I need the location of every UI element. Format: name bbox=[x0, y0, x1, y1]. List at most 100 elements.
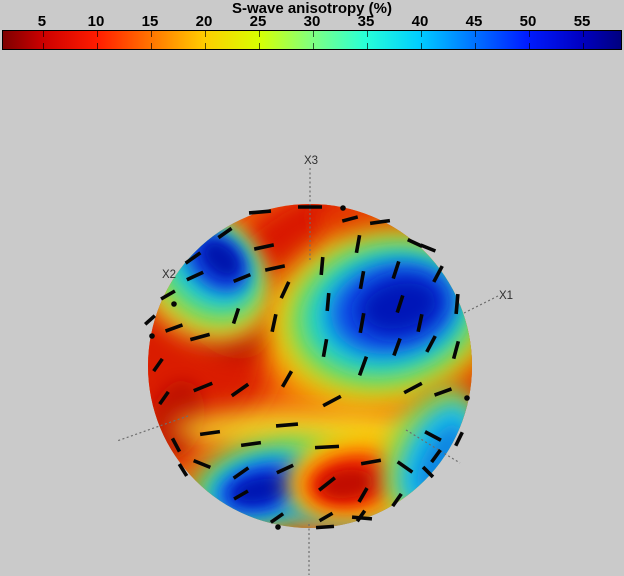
colorbar-tick-mark bbox=[313, 31, 314, 37]
colorbar-tick-mark bbox=[96, 31, 98, 37]
fast-direction-tick bbox=[416, 313, 424, 333]
fast-direction-tick bbox=[152, 357, 164, 373]
fast-direction-tick bbox=[279, 281, 291, 299]
fast-direction-tick bbox=[433, 387, 453, 397]
colorbar-tick-mark bbox=[96, 43, 98, 49]
measurement-dot bbox=[464, 395, 470, 401]
fast-direction-tick bbox=[318, 476, 336, 492]
fast-direction-tick bbox=[186, 270, 204, 282]
fast-direction-tick bbox=[164, 323, 184, 333]
fast-direction-tick bbox=[454, 431, 464, 447]
fast-direction-tick bbox=[193, 381, 213, 393]
colorbar-tick-label: 55 bbox=[573, 13, 591, 30]
fast-direction-tick bbox=[358, 270, 366, 290]
fast-direction-tick bbox=[143, 314, 157, 326]
colorbar-tick-mark bbox=[475, 43, 477, 49]
colorbar-tick-label: 35 bbox=[357, 13, 375, 30]
fast-direction-tick bbox=[396, 460, 414, 474]
fast-direction-tick bbox=[325, 292, 331, 312]
fast-direction-tick bbox=[351, 515, 373, 521]
fast-direction-tick bbox=[425, 335, 437, 353]
fast-direction-tick bbox=[232, 466, 250, 480]
fast-direction-tick bbox=[240, 440, 262, 448]
colorbar-tick-mark bbox=[258, 31, 260, 37]
measurement-dot bbox=[149, 333, 155, 339]
fast-direction-tick bbox=[231, 307, 241, 325]
colorbar-tick-mark bbox=[421, 31, 422, 37]
colorbar-tick-mark bbox=[529, 43, 531, 49]
fast-direction-tick bbox=[395, 294, 405, 314]
fast-direction-tick bbox=[321, 338, 329, 358]
colorbar-tick-label: 20 bbox=[195, 13, 213, 30]
colorbar-tick-label: 10 bbox=[87, 13, 105, 30]
colorbar-tick-label: 30 bbox=[303, 13, 321, 30]
colorbar-tick-mark bbox=[529, 31, 531, 37]
colorbar-tick-mark bbox=[150, 43, 152, 49]
colorbar-tick-label: 40 bbox=[411, 13, 429, 30]
fast-direction-tick bbox=[160, 289, 176, 301]
colorbar-tick-mark bbox=[150, 31, 152, 37]
fast-direction-tick bbox=[275, 422, 299, 428]
anisotropy-region-upperleft-darkblue bbox=[201, 240, 241, 278]
fast-direction-tick bbox=[269, 512, 285, 524]
measurement-dot bbox=[340, 205, 346, 211]
fast-direction-tick bbox=[233, 489, 249, 501]
fast-direction-tick bbox=[276, 463, 294, 475]
fast-direction-tick bbox=[318, 511, 334, 523]
colorbar-tick-labels: 5 10 15 20 25 30 35 40 45 50 55 bbox=[0, 13, 624, 30]
fast-direction-tick bbox=[189, 332, 211, 342]
fast-direction-ticks bbox=[143, 205, 464, 530]
fast-direction-tick bbox=[391, 260, 401, 280]
fast-direction-tick bbox=[158, 390, 170, 406]
axis-label-x1: X1 bbox=[499, 290, 513, 302]
fast-direction-tick bbox=[270, 313, 278, 333]
fast-direction-tick bbox=[319, 256, 325, 276]
colorbar-tick-mark bbox=[583, 31, 585, 37]
colorbar-tick-mark bbox=[258, 43, 260, 49]
fast-direction-tick bbox=[232, 272, 252, 284]
axis-dashed-line-x1 bbox=[463, 295, 499, 314]
fast-direction-tick bbox=[355, 509, 367, 523]
colorbar-tick-mark bbox=[313, 43, 314, 49]
fast-direction-tick bbox=[314, 444, 340, 450]
fast-direction-tick bbox=[322, 394, 342, 408]
fast-direction-tick bbox=[354, 234, 362, 254]
axis-label-x3: X3 bbox=[304, 155, 318, 167]
fast-direction-tick bbox=[170, 437, 182, 453]
colorbar-tick-mark bbox=[475, 31, 477, 37]
fast-direction-tick bbox=[421, 465, 435, 479]
fast-direction-tick bbox=[432, 265, 444, 283]
colorbar-tick-mark bbox=[42, 43, 44, 49]
colorbar-tick-label: 15 bbox=[141, 13, 159, 30]
axis-dashed-line bbox=[405, 429, 461, 464]
colorbar-tick-mark bbox=[204, 31, 206, 37]
fast-direction-tick bbox=[177, 463, 189, 477]
axis-label-x2: X2 bbox=[162, 269, 176, 281]
colorbar-tick-label: 45 bbox=[465, 13, 483, 30]
axis-dashed-line bbox=[116, 415, 189, 442]
fast-direction-tick bbox=[358, 312, 366, 334]
measurement-dot bbox=[171, 301, 177, 307]
colorbar-tick-label: 50 bbox=[519, 13, 537, 30]
colorbar-gradient-strip bbox=[2, 30, 622, 50]
fast-direction-tick bbox=[341, 215, 359, 223]
colorbar-title: S-wave anisotropy (%) bbox=[231, 0, 393, 17]
fast-direction-tick bbox=[315, 524, 335, 530]
colorbar-tick-mark bbox=[42, 31, 44, 37]
fast-direction-tick bbox=[184, 251, 202, 265]
fast-direction-tick bbox=[451, 340, 461, 360]
anisotropy-region-bottomleft-darkblue bbox=[230, 474, 290, 506]
fast-direction-tick bbox=[454, 293, 460, 315]
colorbar-tick-mark bbox=[421, 43, 422, 49]
colorbar-tick-mark bbox=[367, 31, 368, 37]
fast-direction-tick bbox=[230, 382, 250, 398]
fast-direction-tick bbox=[391, 492, 403, 508]
fast-direction-tick bbox=[360, 458, 382, 466]
fast-direction-tick bbox=[199, 429, 221, 437]
colorbar-tick-mark bbox=[367, 43, 368, 49]
measurement-dot bbox=[275, 524, 281, 530]
colorbar-tick-mark bbox=[583, 43, 585, 49]
fast-direction-tick bbox=[430, 448, 442, 464]
